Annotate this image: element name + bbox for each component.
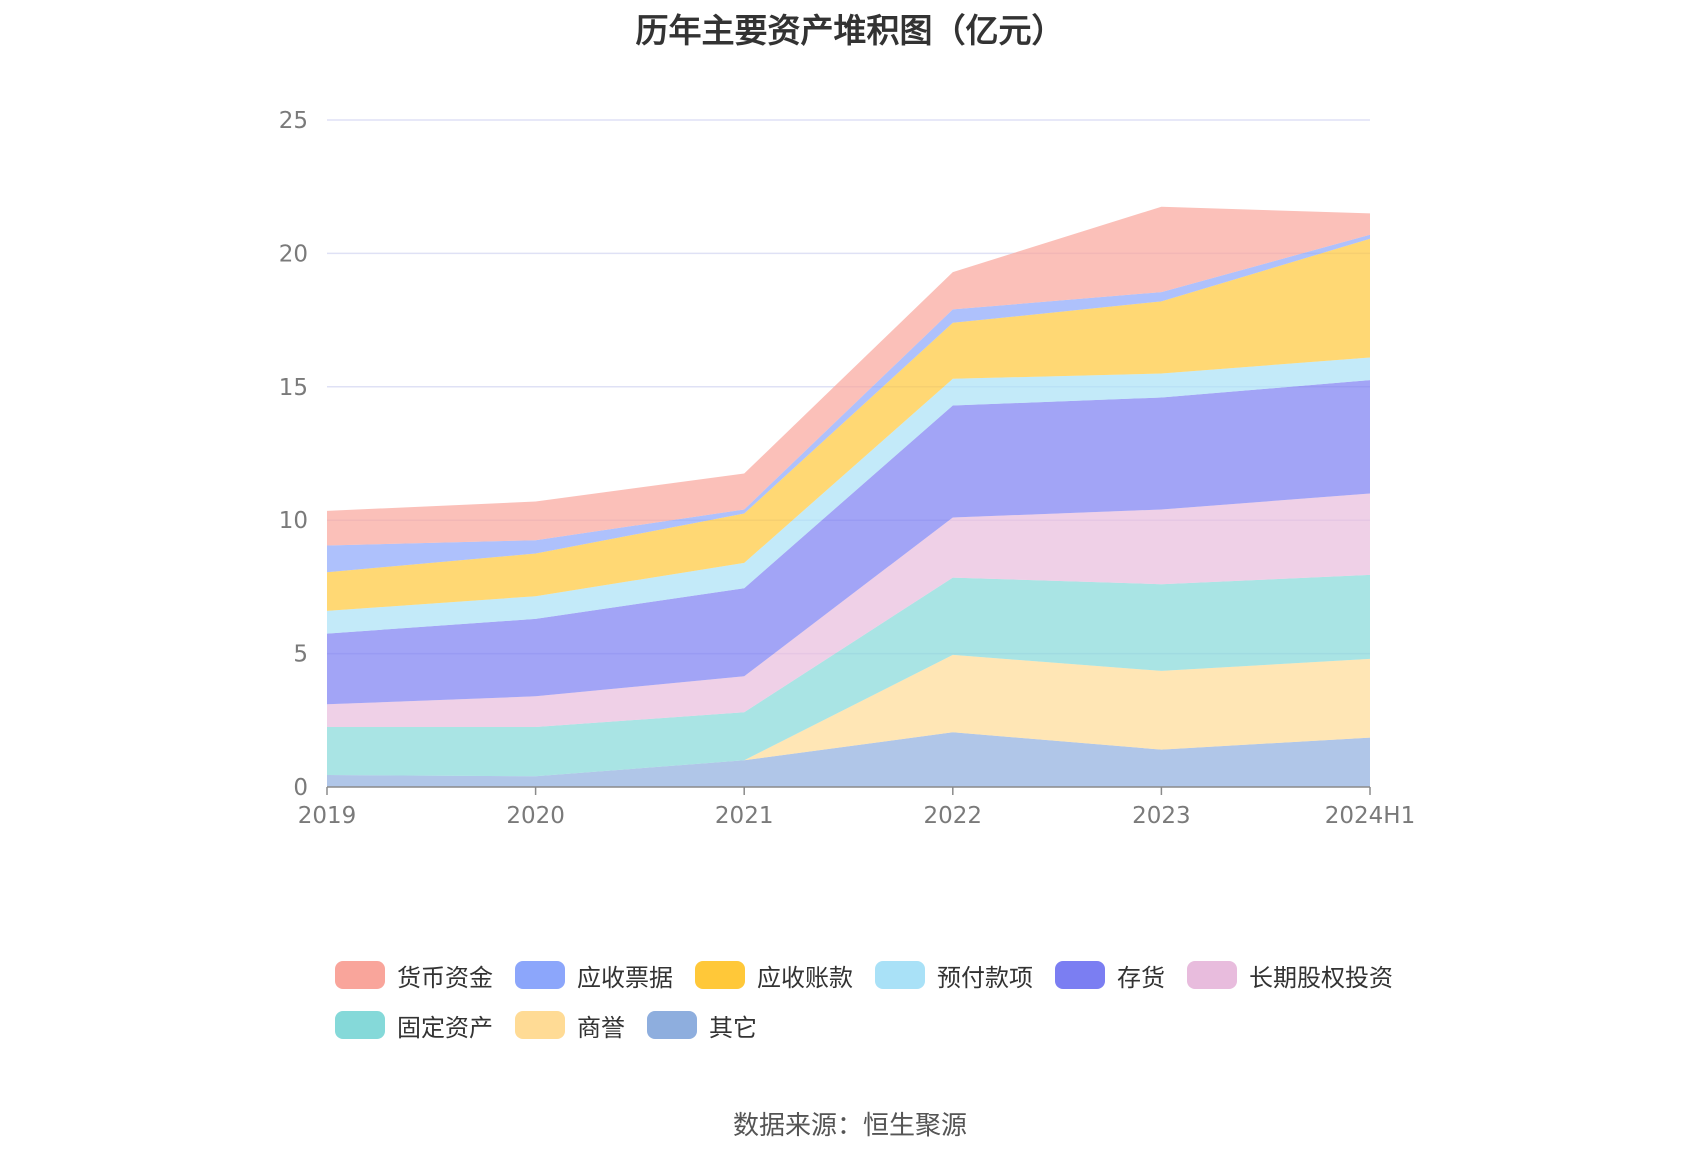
area-存货 — [327, 380, 1370, 705]
y-tick-label: 15 — [279, 375, 308, 401]
legend-swatch — [515, 1011, 565, 1039]
legend-item[interactable]: 存货 — [1055, 958, 1165, 993]
legend-label: 应收账款 — [757, 963, 853, 992]
legend-swatch — [335, 961, 385, 989]
area-固定资产 — [327, 574, 1370, 777]
x-tick-label: 2020 — [506, 803, 565, 829]
legend-item[interactable]: 应收票据 — [515, 958, 673, 993]
legend-swatch — [1187, 961, 1237, 989]
legend-item[interactable]: 长期股权投资 — [1187, 958, 1393, 993]
x-tick-label: 2019 — [298, 803, 357, 829]
area-货币资金 — [327, 206, 1370, 546]
area-series — [327, 206, 1370, 787]
legend-item[interactable]: 其它 — [647, 1008, 757, 1043]
area-其它 — [327, 732, 1370, 787]
legend-swatch — [695, 961, 745, 989]
legend-row: 货币资金 应收票据 应收账款 预付款项 存货 长期股权投资 — [335, 950, 1435, 1000]
x-tick-label: 2021 — [715, 803, 774, 829]
legend-swatch — [515, 961, 565, 989]
legend-item[interactable]: 预付款项 — [875, 958, 1033, 993]
y-tick-label: 25 — [279, 108, 308, 134]
legend-label: 应收票据 — [577, 963, 673, 992]
legend-label: 货币资金 — [397, 963, 493, 992]
legend-label: 预付款项 — [937, 963, 1033, 992]
area-预付款项 — [327, 357, 1370, 634]
axes: 0 5 10 15 20 25 2019 2020 2021 2022 2023 2024H1 — [279, 108, 1416, 829]
legend-item[interactable]: 应收账款 — [695, 958, 853, 993]
legend-swatch — [875, 961, 925, 989]
y-tick-label: 20 — [279, 241, 308, 267]
y-tick-label: 10 — [279, 508, 308, 534]
legend-label: 存货 — [1117, 963, 1165, 992]
legend-label: 长期股权投资 — [1249, 963, 1393, 992]
chart-title: 历年主要资产堆积图（亿元） — [635, 11, 1065, 50]
data-source-note: 数据来源：恒生聚源 — [732, 1111, 967, 1141]
y-tick-label: 5 — [293, 642, 308, 668]
legend-swatch — [647, 1011, 697, 1039]
legend: 货币资金 应收票据 应收账款 预付款项 存货 长期股权投资固定资产 商誉 其它 — [335, 950, 1435, 1050]
legend-item[interactable]: 固定资产 — [335, 1008, 493, 1043]
legend-label: 其它 — [709, 1013, 757, 1042]
legend-label: 固定资产 — [397, 1013, 493, 1042]
area-商誉 — [327, 654, 1370, 777]
legend-row: 固定资产 商誉 其它 — [335, 1000, 1435, 1050]
y-tick-label: 0 — [293, 775, 308, 801]
legend-label: 商誉 — [577, 1013, 625, 1042]
area-应收票据 — [327, 234, 1370, 573]
legend-item[interactable]: 货币资金 — [335, 958, 493, 993]
area-应收账款 — [327, 238, 1370, 611]
area-长期股权投资 — [327, 493, 1370, 727]
legend-swatch — [335, 1011, 385, 1039]
legend-swatch — [1055, 961, 1105, 989]
legend-item[interactable]: 商誉 — [515, 1008, 625, 1043]
x-tick-label: 2023 — [1132, 803, 1191, 829]
x-tick-label: 2024H1 — [1325, 803, 1415, 829]
x-tick-label: 2022 — [924, 803, 983, 829]
